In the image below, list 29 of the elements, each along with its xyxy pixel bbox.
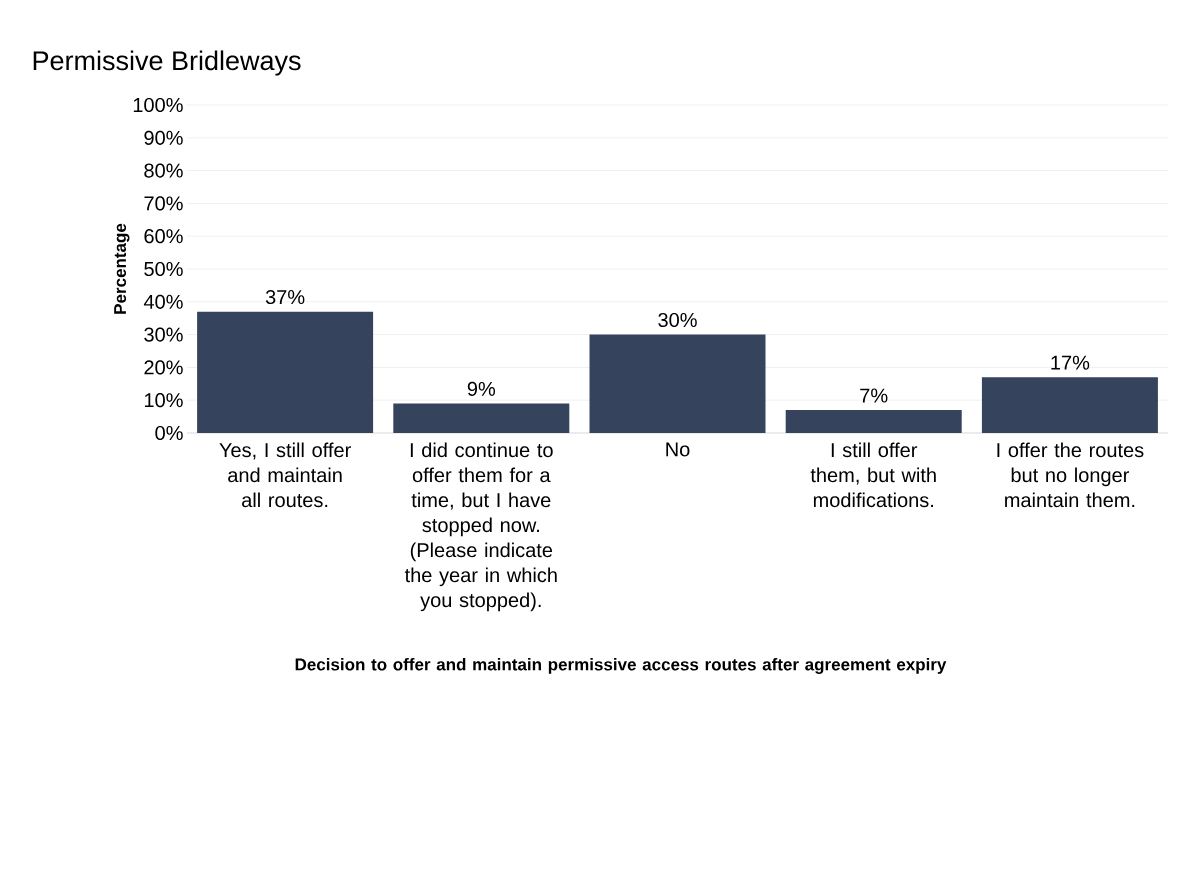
data-label: 17% [1051, 355, 1090, 370]
y-axis-title: Percentage [114, 223, 130, 314]
x-tick-label: I did continue to offer them for a time, but I have stopped now. (Please indicate the year in which you stopped). [404, 442, 557, 612]
y-tick-label: 70% [144, 196, 183, 211]
chart-title: Permissive Bridleways [33, 50, 301, 76]
data-label: 37% [265, 289, 305, 305]
y-tick-label: 80% [144, 163, 183, 178]
y-tick-label: 10% [144, 393, 183, 408]
bar [589, 334, 766, 433]
data-label: 30% [658, 312, 697, 328]
x-tick-label: I still offer them, but with modifications. [810, 442, 936, 508]
y-tick-label: 50% [144, 261, 183, 277]
bar [197, 311, 374, 433]
bar [393, 403, 570, 433]
data-label: 9% [467, 381, 496, 396]
y-tick-label: 40% [143, 294, 183, 309]
x-tick-label: Yes, I still offer and maintain all routes. [219, 442, 351, 508]
y-tick-label: 30% [144, 327, 183, 342]
bar [981, 377, 1158, 433]
y-tick-label: 0% [155, 425, 183, 441]
y-tick-label: 100% [133, 97, 183, 113]
y-tick-label: 90% [144, 130, 183, 145]
data-label: 7% [860, 388, 888, 403]
x-tick-label: No [666, 442, 690, 457]
x-tick-label: I offer the routes but no longer maintain them. [997, 442, 1144, 508]
x-axis-title: Decision to offer and maintain permissive access routes after agreement expiry [295, 658, 947, 674]
y-tick-label: 20% [144, 360, 183, 375]
bar [785, 410, 962, 433]
y-tick-label: 60% [144, 229, 183, 244]
